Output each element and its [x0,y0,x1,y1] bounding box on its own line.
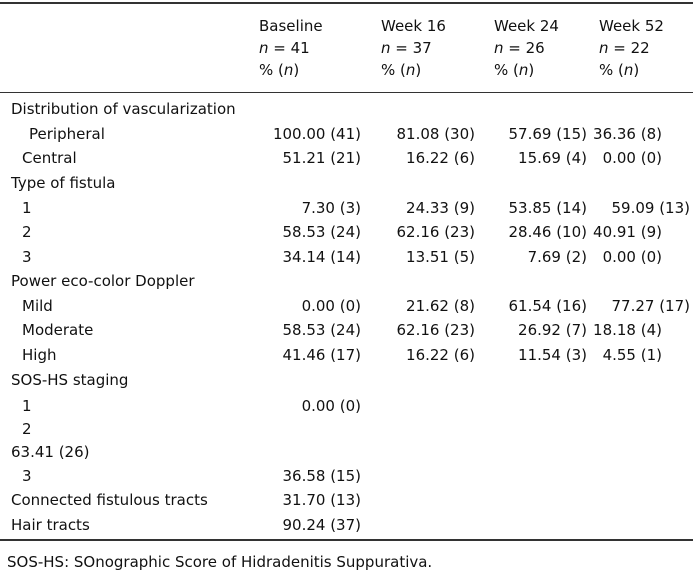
cell-week24: 28.46 (10) [508,223,587,241]
cell-baseline: 90.24 (37) [282,516,361,534]
cell-week16: 62.16 (23) [396,223,475,241]
section-title-fistula: Type of fistula [11,174,116,192]
table-top-rule [0,2,693,4]
cell-week24: 11.54 (3) [518,346,587,364]
cell-baseline: 100.00 (41) [272,125,361,143]
cell-week52: 0.00 (0) [602,149,662,167]
column-n: n = 22 [599,39,650,57]
row-label: 2 [22,420,32,438]
column-n: n = 26 [494,39,545,57]
cell-week24: 7.69 (2) [527,248,587,266]
column-header-baseline: Baseline n = 41 % (n) [259,15,323,81]
cell-week52: 4.55 (1) [602,346,662,364]
row-label: 2 [22,223,32,241]
row-label: 3 [22,248,32,266]
cell-week52: 77.27 (17) [611,297,690,315]
cell-baseline: 58.53 (24) [282,321,361,339]
header-bottom-rule [0,92,693,93]
column-name: Week 52 [599,17,664,35]
section-title-sos-hs: SOS-HS staging [11,371,129,389]
cell-week16: 62.16 (23) [396,321,475,339]
cell-week16: 24.33 (9) [406,199,475,217]
column-name: Week 24 [494,17,559,35]
cell-week24: 26.92 (7) [518,321,587,339]
cell-week24: 15.69 (4) [518,149,587,167]
cell-week52: 59.09 (13) [611,199,690,217]
column-n: n = 37 [381,39,432,57]
column-n: n = 41 [259,39,310,57]
cell-baseline: 0.00 (0) [301,297,361,315]
cell-week24: 57.69 (15) [508,125,587,143]
cell-week16: 81.08 (30) [396,125,475,143]
cell-week52: 40.91 (9) [593,223,662,241]
column-header-week16: Week 16 n = 37 % (n) [381,15,446,81]
table-bottom-rule [0,539,693,541]
row-label: Hair tracts [11,516,90,534]
column-unit: % (n) [259,61,300,79]
cell-baseline: 0.00 (0) [301,397,361,415]
cell-week52: 0.00 (0) [602,248,662,266]
cell-baseline: 58.53 (24) [282,223,361,241]
cell-baseline: 34.14 (14) [282,248,361,266]
column-name: Baseline [259,17,323,35]
cell-baseline: 31.70 (13) [282,491,361,509]
column-header-week52: Week 52 n = 22 % (n) [599,15,664,81]
row-label: 1 [22,397,32,415]
cell-baseline: 63.41 (26) [11,443,90,461]
column-unit: % (n) [381,61,422,79]
cell-week24: 61.54 (16) [508,297,587,315]
row-label: Mild [22,297,53,315]
row-label: 3 [22,467,32,485]
row-label: Connected fistulous tracts [11,491,208,509]
row-label: Peripheral [29,125,105,143]
row-label: High [22,346,57,364]
column-header-week24: Week 24 n = 26 % (n) [494,15,559,81]
section-title-vascularization: Distribution of vascularization [11,100,236,118]
section-title-doppler: Power eco-color Doppler [11,272,195,290]
column-unit: % (n) [494,61,535,79]
row-label: Central [22,149,77,167]
cell-week16: 13.51 (5) [406,248,475,266]
cell-week24: 53.85 (14) [508,199,587,217]
row-label: 1 [22,199,32,217]
cell-week16: 16.22 (6) [406,149,475,167]
column-unit: % (n) [599,61,640,79]
cell-baseline: 7.30 (3) [301,199,361,217]
cell-week52: 36.36 (8) [593,125,662,143]
cell-baseline: 51.21 (21) [282,149,361,167]
table-footnote: SOS-HS: SOnographic Score of Hidradeniti… [7,553,433,571]
row-label: Moderate [22,321,94,339]
cell-week52: 18.18 (4) [593,321,662,339]
column-name: Week 16 [381,17,446,35]
cell-week16: 21.62 (8) [406,297,475,315]
cell-baseline: 41.46 (17) [282,346,361,364]
cell-week16: 16.22 (6) [406,346,475,364]
cell-baseline: 36.58 (15) [282,467,361,485]
